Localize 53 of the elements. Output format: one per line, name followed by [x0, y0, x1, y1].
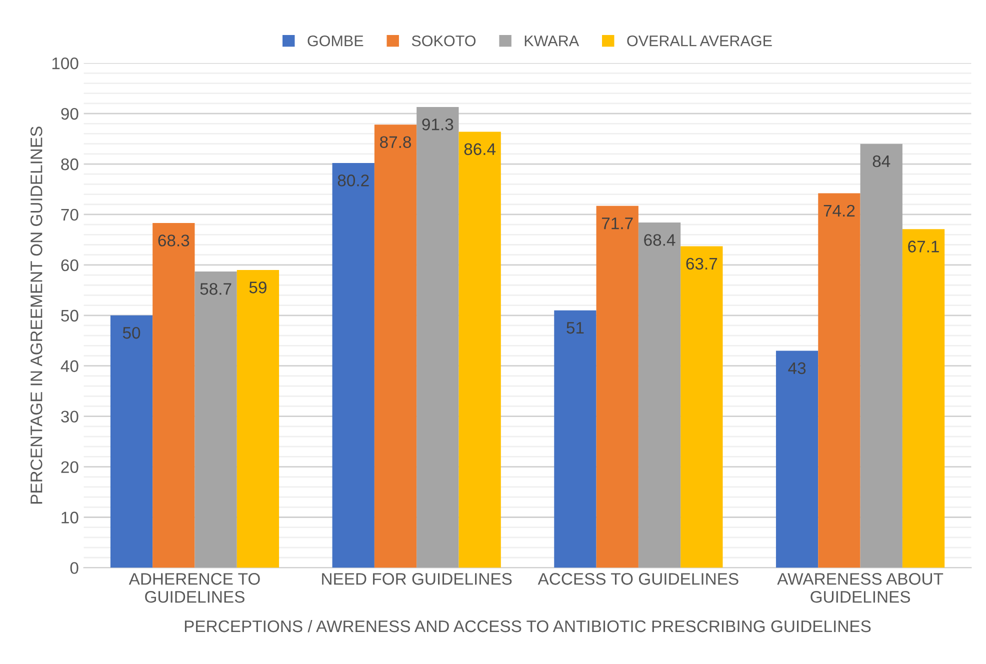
data-label: 59 [249, 282, 266, 294]
legend-label: SOKOTO [412, 35, 476, 46]
data-label: 87.8 [380, 136, 412, 148]
y-tick-label: 50 [61, 310, 78, 322]
data-label: 63.7 [686, 258, 718, 270]
bar [458, 132, 501, 568]
y-tick-label: 0 [70, 562, 78, 574]
data-label: 43 [788, 362, 806, 374]
y-tick-label: 100 [52, 57, 78, 70]
data-label: 80.2 [338, 174, 369, 186]
bar [416, 106, 459, 568]
bar [638, 222, 681, 568]
y-tick-label: 30 [61, 410, 78, 423]
data-label: 67.1 [908, 240, 939, 252]
data-label: 71.7 [602, 218, 633, 230]
bar [110, 315, 153, 568]
bar [818, 193, 860, 568]
x-axis-title: PERCEPTIONS / AWRENESS AND ACCESS TO ANTIBIOTIC PRESCRIBING GUIDELINES [184, 620, 871, 632]
data-label: 84 [872, 155, 890, 168]
y-tick-label: 70 [61, 208, 78, 221]
x-tick-label: NEED FOR GUIDELINES [322, 573, 512, 585]
legend-label: OVERALL AVERAGE [627, 35, 772, 46]
bar [554, 310, 596, 568]
bar [152, 223, 195, 568]
bar [236, 270, 280, 568]
data-label: 68.4 [644, 234, 676, 246]
bar [776, 350, 818, 568]
y-tick-label: 20 [61, 461, 78, 473]
y-tick-label: 40 [60, 360, 78, 372]
data-label: 74.2 [824, 204, 855, 216]
bar [596, 206, 638, 568]
y-tick-label: 10 [62, 512, 78, 524]
bar [332, 163, 374, 568]
y-tick-label: 80 [61, 158, 78, 170]
data-label: 51 [566, 322, 584, 334]
x-tick-label: ACCESS TO GUIDELINES [538, 573, 738, 585]
x-tick-label: ADHERENCE TO GUIDELINES [128, 573, 260, 603]
legend-label: GOMBE [308, 35, 364, 46]
y-tick-label: 90 [61, 108, 78, 120]
bar [194, 271, 237, 568]
bar [374, 124, 417, 568]
y-tick-label: 60 [61, 259, 78, 272]
data-label: 86.4 [464, 143, 496, 156]
data-label: 50 [122, 326, 140, 339]
y-axis-title: PERCENTAGE IN AGREEMENT ON GUIDELINES [30, 126, 42, 504]
x-tick-label: AWARENESS ABOUT GUIDELINES [777, 573, 944, 603]
data-label: 68.3 [158, 234, 190, 246]
bar [902, 229, 945, 568]
data-label: 58.7 [200, 283, 232, 295]
bar [860, 144, 902, 568]
data-label: 91.3 [422, 118, 454, 130]
bar [680, 246, 723, 568]
legend-label: KWARA [524, 36, 580, 46]
